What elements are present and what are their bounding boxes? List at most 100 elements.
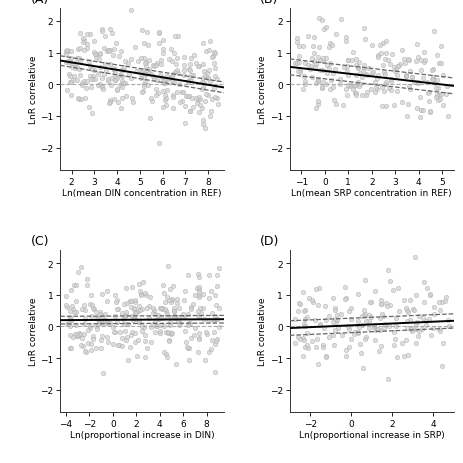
Point xyxy=(153,322,160,330)
Point xyxy=(360,312,368,319)
Point xyxy=(213,271,221,279)
Point xyxy=(352,62,360,69)
Point xyxy=(433,77,441,84)
Point xyxy=(443,91,450,99)
Point xyxy=(180,54,188,62)
Point xyxy=(400,296,407,304)
Point xyxy=(207,288,214,295)
Point xyxy=(330,97,338,104)
Point xyxy=(421,59,428,66)
Point xyxy=(118,343,125,350)
Point xyxy=(318,17,325,25)
Point xyxy=(200,121,207,129)
Point xyxy=(322,81,330,88)
Point xyxy=(78,306,85,313)
Point xyxy=(160,348,167,356)
Point xyxy=(442,294,450,301)
Point xyxy=(131,310,139,317)
Point xyxy=(117,105,125,112)
Point xyxy=(118,310,125,317)
Point xyxy=(82,349,89,356)
Point xyxy=(98,291,106,299)
X-axis label: Ln(proportional increase in SRP): Ln(proportional increase in SRP) xyxy=(299,430,444,439)
Point xyxy=(123,337,130,344)
Point xyxy=(88,66,96,73)
Point xyxy=(140,40,148,47)
Point xyxy=(123,312,130,319)
Point xyxy=(356,340,363,348)
Point xyxy=(415,333,422,340)
Point xyxy=(135,336,142,344)
Point xyxy=(348,304,355,312)
Point xyxy=(385,323,393,331)
Point xyxy=(168,78,175,85)
Point xyxy=(180,73,188,80)
Point xyxy=(444,83,451,91)
Point xyxy=(195,294,202,301)
Point xyxy=(337,310,344,318)
Point xyxy=(356,324,363,331)
Point xyxy=(127,75,135,82)
Point xyxy=(143,344,150,352)
Point xyxy=(197,310,204,317)
Point xyxy=(169,314,176,321)
Point xyxy=(429,68,436,75)
Point xyxy=(309,43,316,50)
Point xyxy=(123,334,130,341)
Point xyxy=(149,321,156,328)
Point xyxy=(212,338,219,345)
Point xyxy=(315,76,322,84)
Point xyxy=(65,59,73,67)
Point xyxy=(89,304,97,312)
Point xyxy=(371,336,378,344)
Y-axis label: LnR correlative: LnR correlative xyxy=(29,56,38,124)
Point xyxy=(312,64,319,71)
Point xyxy=(407,325,415,333)
Point xyxy=(165,336,173,344)
Point xyxy=(120,321,127,328)
Point xyxy=(84,78,91,85)
Text: (B): (B) xyxy=(260,0,279,6)
Point xyxy=(210,53,217,60)
Point xyxy=(141,61,149,68)
Point xyxy=(292,316,299,323)
Point xyxy=(113,87,121,94)
Point xyxy=(87,301,94,308)
Point xyxy=(206,317,213,325)
Point xyxy=(355,330,362,338)
Point xyxy=(313,80,320,88)
Point xyxy=(184,80,192,87)
Point xyxy=(118,95,125,102)
Point xyxy=(118,78,125,85)
Point xyxy=(119,67,126,75)
Y-axis label: LnR correlative: LnR correlative xyxy=(29,297,38,366)
Point xyxy=(159,37,166,44)
Point xyxy=(431,80,438,88)
Point xyxy=(80,342,87,350)
Point xyxy=(145,57,152,64)
Point xyxy=(138,323,145,330)
Point xyxy=(113,297,121,304)
Point xyxy=(159,46,166,54)
Point xyxy=(407,297,414,304)
Point xyxy=(398,99,405,106)
Point xyxy=(406,68,413,75)
Point xyxy=(314,336,321,343)
Point xyxy=(354,64,362,71)
Point xyxy=(167,46,174,54)
Point xyxy=(83,282,91,289)
Point xyxy=(144,304,151,312)
Point xyxy=(195,330,203,337)
Point xyxy=(293,36,300,43)
Point xyxy=(353,72,360,80)
Point xyxy=(141,56,148,63)
Point xyxy=(117,329,124,337)
Point xyxy=(155,140,163,148)
Point xyxy=(114,319,121,326)
Point xyxy=(314,55,322,62)
Point xyxy=(76,58,84,66)
Point xyxy=(173,299,181,307)
Point xyxy=(176,99,184,106)
Point xyxy=(292,340,299,347)
Point xyxy=(371,323,378,331)
